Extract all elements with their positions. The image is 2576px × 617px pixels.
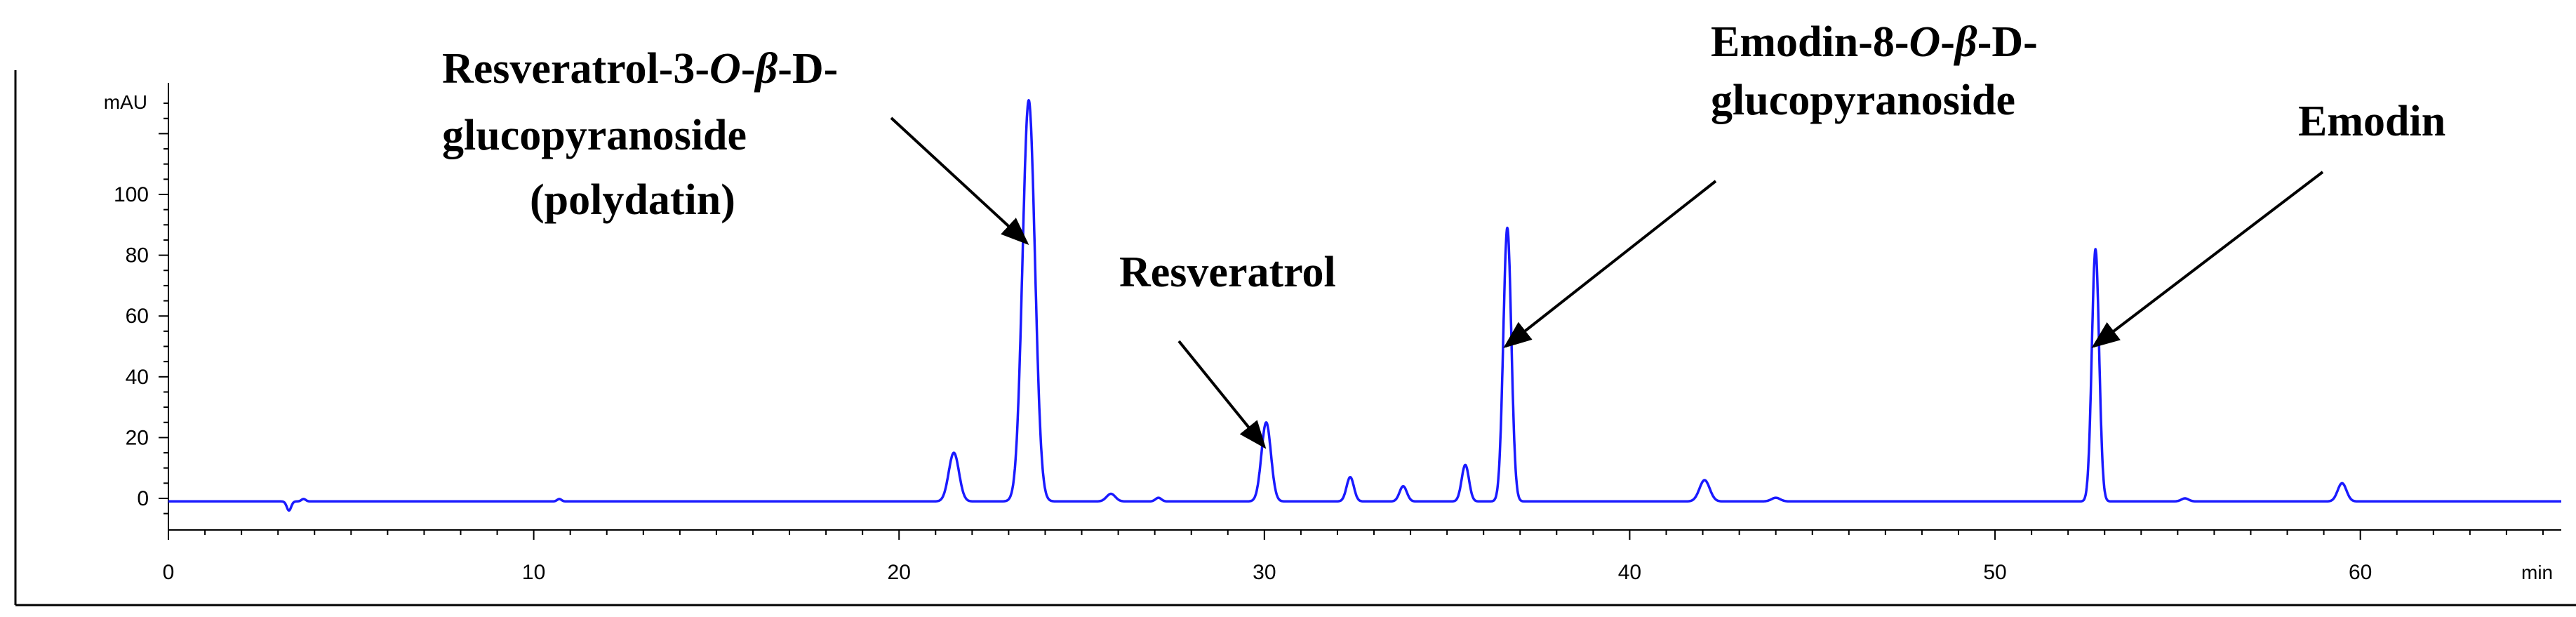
peak-label-line: glucopyranoside bbox=[1711, 77, 2015, 124]
chromatogram-traces bbox=[167, 99, 2563, 512]
x-tick-label: 0 bbox=[163, 561, 175, 584]
x-tick-label: 60 bbox=[2349, 561, 2372, 584]
y-tick-label: 20 bbox=[126, 426, 149, 449]
x-tick-label: 50 bbox=[1983, 561, 2006, 584]
peak-label-segment: -D- bbox=[778, 45, 838, 93]
y-tick-label: 40 bbox=[126, 366, 149, 389]
plot-frame bbox=[14, 70, 2576, 606]
peak-label-line: glucopyranoside bbox=[442, 112, 747, 159]
series-line bbox=[167, 99, 2563, 512]
y-tick-label: 60 bbox=[126, 305, 149, 328]
y-tick-label: 0 bbox=[137, 487, 149, 510]
y-tick-label: 100 bbox=[114, 183, 149, 206]
y-axis: 0 20 40 60 80 100 mAU bbox=[104, 83, 169, 530]
peak-label-segment: Emodin bbox=[2298, 98, 2445, 145]
peak-label-segment: β bbox=[754, 45, 778, 93]
peak-label-segment: Resveratrol-3- bbox=[442, 45, 709, 93]
peak-label-segment: glucopyranoside bbox=[1711, 77, 2015, 124]
peak-label-segment: (polydatin) bbox=[530, 176, 735, 224]
annotation-arrow bbox=[890, 117, 1029, 245]
peak-label-segment: O bbox=[1909, 18, 1940, 66]
peak-label-segment: -D- bbox=[1977, 18, 2038, 66]
peak-label-segment: - bbox=[1940, 18, 1955, 66]
y-tick-label: 80 bbox=[126, 244, 149, 267]
x-tick-label: 30 bbox=[1253, 561, 1276, 584]
peak-label-segment: Resveratrol bbox=[1119, 248, 1336, 296]
x-axis: 0 10 20 30 40 50 60 min bbox=[163, 529, 2561, 584]
annotation-arrow bbox=[1177, 340, 1267, 449]
x-axis-unit-label: min bbox=[2521, 562, 2553, 583]
peak-label-line: (polydatin) bbox=[530, 176, 735, 224]
peak-label-segment: glucopyranoside bbox=[442, 112, 747, 159]
peak-label-line: Emodin bbox=[2298, 98, 2445, 145]
peak-annotations: Resveratrol-3-O-β-D-glucopyranoside(poly… bbox=[442, 18, 2445, 449]
peak-label-segment: O bbox=[709, 45, 741, 93]
annotation-arrow bbox=[2091, 171, 2324, 348]
y-axis-unit-label: mAU bbox=[104, 91, 147, 113]
peak-label-line: Resveratrol-3-O-β-D- bbox=[442, 45, 838, 93]
annotation-arrow bbox=[1503, 180, 1717, 348]
peak-label-line: Emodin-8-O-β-D- bbox=[1711, 18, 2038, 66]
peak-label-line: Resveratrol bbox=[1119, 248, 1336, 296]
peak-label-segment: Emodin-8- bbox=[1711, 18, 1909, 66]
x-tick-label: 10 bbox=[522, 561, 545, 584]
peak-label-segment: β bbox=[1954, 18, 1977, 66]
x-tick-label: 40 bbox=[1618, 561, 1641, 584]
peak-label-segment: - bbox=[741, 45, 756, 93]
x-tick-label: 20 bbox=[888, 561, 911, 584]
